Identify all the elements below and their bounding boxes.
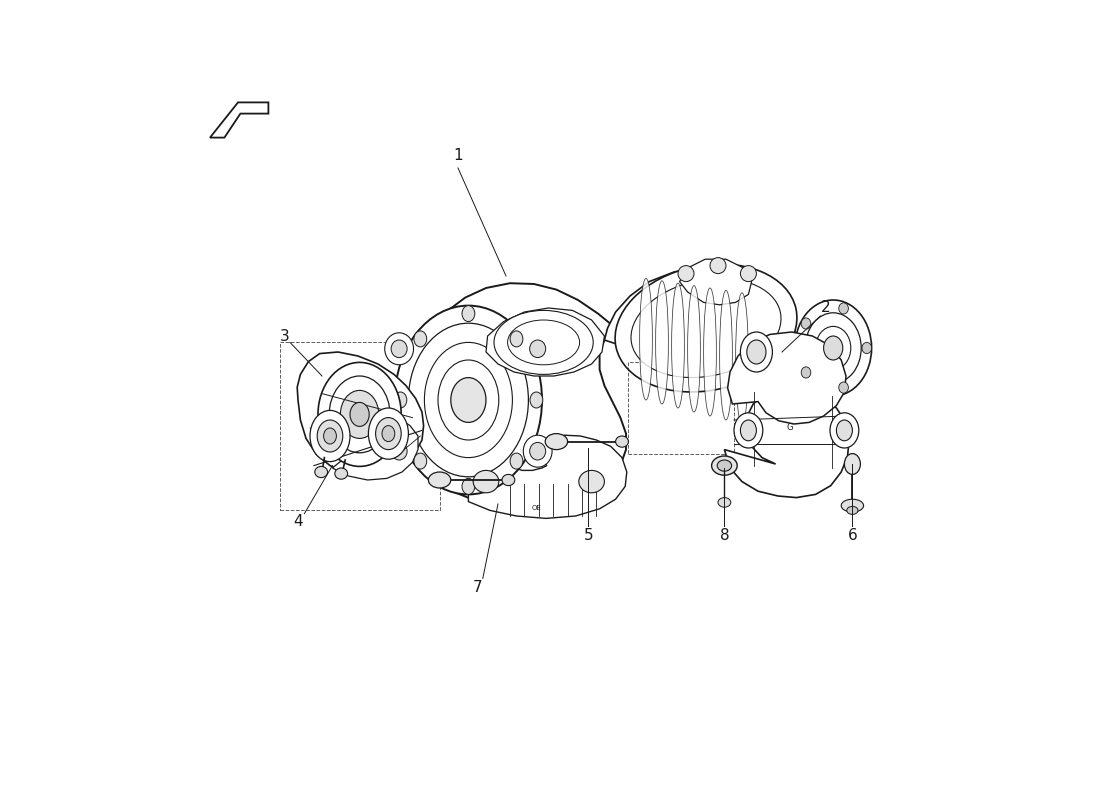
Ellipse shape	[510, 331, 522, 347]
Ellipse shape	[385, 333, 414, 365]
Ellipse shape	[318, 362, 402, 466]
Text: G: G	[786, 423, 793, 433]
Ellipse shape	[740, 420, 757, 441]
Ellipse shape	[340, 390, 378, 438]
Ellipse shape	[530, 442, 546, 460]
Text: 1: 1	[453, 149, 463, 163]
Ellipse shape	[334, 468, 348, 479]
Ellipse shape	[579, 470, 604, 493]
Ellipse shape	[712, 456, 737, 475]
Ellipse shape	[656, 281, 669, 404]
Ellipse shape	[847, 506, 858, 514]
Ellipse shape	[688, 286, 701, 412]
Ellipse shape	[451, 378, 486, 422]
Ellipse shape	[839, 382, 848, 393]
Text: 3: 3	[279, 329, 289, 343]
Text: 6: 6	[847, 529, 857, 543]
Ellipse shape	[710, 258, 726, 274]
Text: 2: 2	[822, 301, 830, 315]
Ellipse shape	[315, 466, 328, 478]
Ellipse shape	[368, 408, 408, 459]
Ellipse shape	[862, 342, 871, 354]
Polygon shape	[450, 435, 627, 518]
Ellipse shape	[438, 360, 498, 440]
Ellipse shape	[408, 323, 528, 477]
Ellipse shape	[824, 336, 843, 360]
Ellipse shape	[428, 472, 451, 488]
Ellipse shape	[317, 420, 343, 452]
Ellipse shape	[473, 470, 498, 493]
Ellipse shape	[747, 340, 766, 364]
Ellipse shape	[839, 303, 848, 314]
Ellipse shape	[524, 333, 552, 365]
Ellipse shape	[414, 331, 427, 347]
Ellipse shape	[704, 288, 716, 416]
Text: 5: 5	[584, 529, 593, 543]
Ellipse shape	[830, 413, 859, 448]
Ellipse shape	[678, 266, 694, 282]
Ellipse shape	[845, 454, 860, 474]
Ellipse shape	[546, 434, 568, 450]
Ellipse shape	[639, 278, 652, 400]
Ellipse shape	[462, 306, 475, 322]
Polygon shape	[727, 332, 846, 424]
Ellipse shape	[836, 420, 852, 441]
Ellipse shape	[842, 499, 864, 512]
Text: 4: 4	[294, 514, 302, 529]
Ellipse shape	[717, 460, 732, 471]
Polygon shape	[332, 414, 418, 480]
Ellipse shape	[530, 340, 546, 358]
Ellipse shape	[394, 392, 407, 408]
Ellipse shape	[310, 410, 350, 462]
Ellipse shape	[718, 498, 730, 507]
Ellipse shape	[734, 413, 762, 448]
Polygon shape	[725, 386, 849, 498]
Polygon shape	[297, 352, 424, 476]
Polygon shape	[414, 283, 626, 508]
Ellipse shape	[382, 426, 395, 442]
Ellipse shape	[350, 402, 370, 426]
Ellipse shape	[510, 453, 522, 469]
Ellipse shape	[375, 418, 402, 450]
Ellipse shape	[616, 436, 628, 447]
Ellipse shape	[502, 474, 515, 486]
Polygon shape	[210, 102, 268, 138]
Ellipse shape	[615, 264, 796, 392]
Ellipse shape	[815, 326, 850, 370]
Polygon shape	[486, 308, 604, 376]
Ellipse shape	[740, 332, 772, 372]
Ellipse shape	[414, 453, 427, 469]
Ellipse shape	[425, 342, 513, 458]
Ellipse shape	[395, 306, 542, 494]
Ellipse shape	[323, 428, 337, 444]
Ellipse shape	[530, 392, 542, 408]
Ellipse shape	[740, 266, 757, 282]
Text: 7: 7	[473, 581, 483, 595]
Ellipse shape	[494, 310, 593, 374]
Ellipse shape	[524, 435, 552, 467]
Ellipse shape	[795, 300, 871, 396]
Ellipse shape	[672, 283, 684, 408]
Text: 8: 8	[719, 529, 729, 543]
Ellipse shape	[719, 290, 733, 420]
Ellipse shape	[805, 313, 861, 383]
Ellipse shape	[801, 367, 811, 378]
Ellipse shape	[385, 435, 414, 467]
Polygon shape	[680, 259, 751, 305]
Ellipse shape	[507, 320, 580, 365]
Ellipse shape	[392, 442, 407, 460]
Ellipse shape	[736, 293, 748, 424]
Text: OE: OE	[531, 505, 541, 511]
Ellipse shape	[392, 340, 407, 358]
Polygon shape	[604, 267, 795, 386]
Ellipse shape	[801, 318, 811, 329]
Ellipse shape	[329, 376, 390, 453]
Ellipse shape	[631, 278, 781, 378]
Ellipse shape	[462, 478, 475, 494]
